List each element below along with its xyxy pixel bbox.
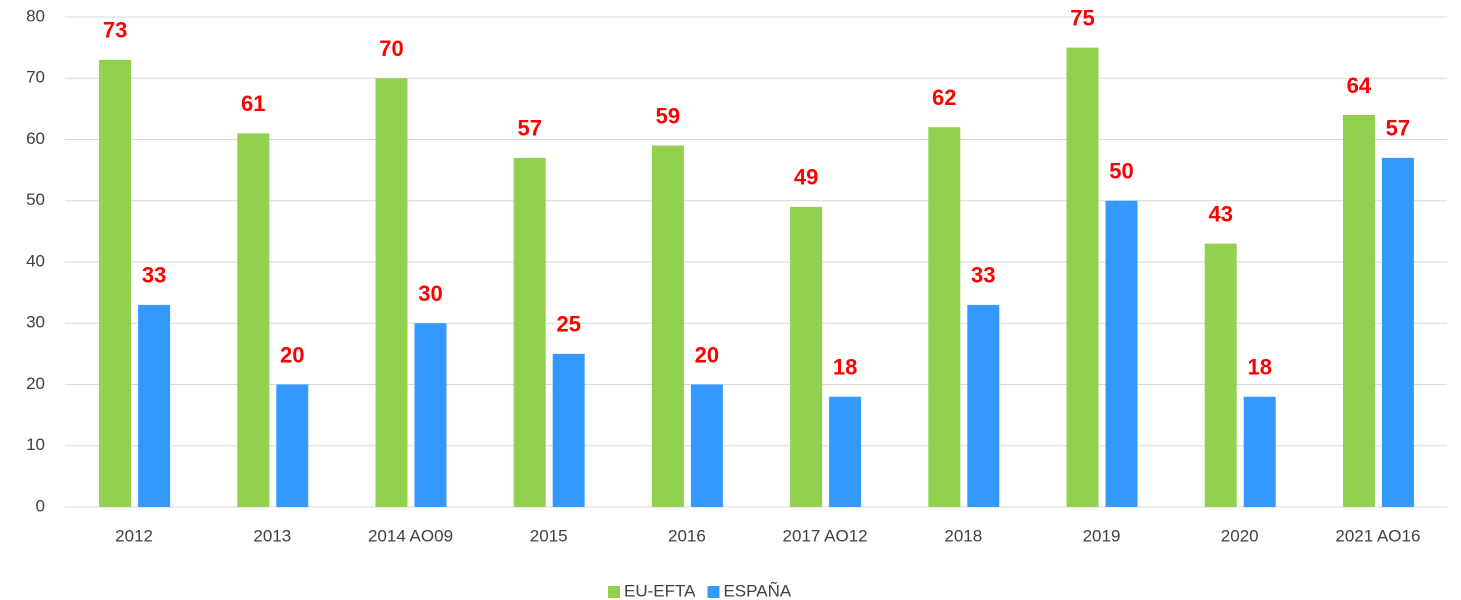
x-tick-label: 2013 [253, 526, 291, 545]
bar [1342, 115, 1375, 507]
bar [513, 157, 546, 507]
value-label: 43 [1208, 201, 1232, 226]
value-label: 59 [656, 103, 680, 128]
value-label: 57 [517, 116, 541, 141]
y-tick-label: 50 [26, 190, 45, 209]
bar [276, 384, 309, 507]
y-tick-label: 10 [26, 435, 45, 454]
bar [138, 304, 171, 507]
bar [237, 133, 270, 507]
value-label: 64 [1347, 73, 1372, 98]
bar [1105, 200, 1138, 507]
legend-label: EU-EFTA [624, 581, 696, 600]
bar [829, 396, 862, 507]
y-tick-label: 30 [26, 313, 45, 332]
bar [375, 78, 408, 507]
value-label: 25 [556, 312, 580, 337]
bar [1204, 243, 1237, 507]
value-label: 62 [932, 85, 956, 110]
x-tick-label: 2021 AO16 [1335, 526, 1420, 545]
value-label: 30 [418, 281, 442, 306]
value-label: 18 [1247, 355, 1271, 380]
x-tick-label: 2020 [1221, 526, 1259, 545]
bar [651, 145, 684, 507]
x-tick-label: 2014 AO09 [368, 526, 453, 545]
x-tick-label: 2019 [1083, 526, 1121, 545]
value-label: 20 [695, 342, 719, 367]
legend-swatch [608, 586, 620, 598]
x-tick-label: 2016 [668, 526, 706, 545]
y-tick-label: 70 [26, 68, 45, 87]
bar [552, 353, 585, 507]
x-tick-label: 2017 AO12 [783, 526, 868, 545]
y-tick-label: 20 [26, 374, 45, 393]
x-tick-label: 2018 [944, 526, 982, 545]
x-tick-label: 2015 [530, 526, 568, 545]
x-tick-label: 2012 [115, 526, 153, 545]
y-tick-label: 60 [26, 129, 45, 148]
y-tick-label: 80 [26, 6, 45, 25]
y-tick-label: 0 [36, 496, 45, 515]
value-label: 50 [1109, 159, 1133, 184]
y-tick-label: 40 [26, 251, 45, 270]
value-label: 75 [1070, 5, 1094, 30]
bar [690, 384, 723, 507]
value-label: 18 [833, 355, 857, 380]
bar [414, 323, 447, 507]
value-label: 20 [280, 342, 304, 367]
bar [1243, 396, 1276, 507]
bar [1066, 47, 1099, 507]
bar [967, 304, 1000, 507]
value-label: 70 [379, 36, 403, 61]
legend-label: ESPAÑA [723, 581, 791, 600]
value-label: 33 [971, 263, 995, 288]
bar [99, 59, 132, 507]
value-label: 57 [1386, 116, 1410, 141]
bar [928, 127, 961, 507]
legend-swatch [707, 586, 720, 598]
value-label: 61 [241, 91, 265, 116]
value-label: 49 [794, 165, 818, 190]
value-label: 73 [103, 18, 127, 43]
value-label: 33 [142, 263, 166, 288]
bar [1381, 157, 1414, 507]
bar [790, 206, 823, 507]
